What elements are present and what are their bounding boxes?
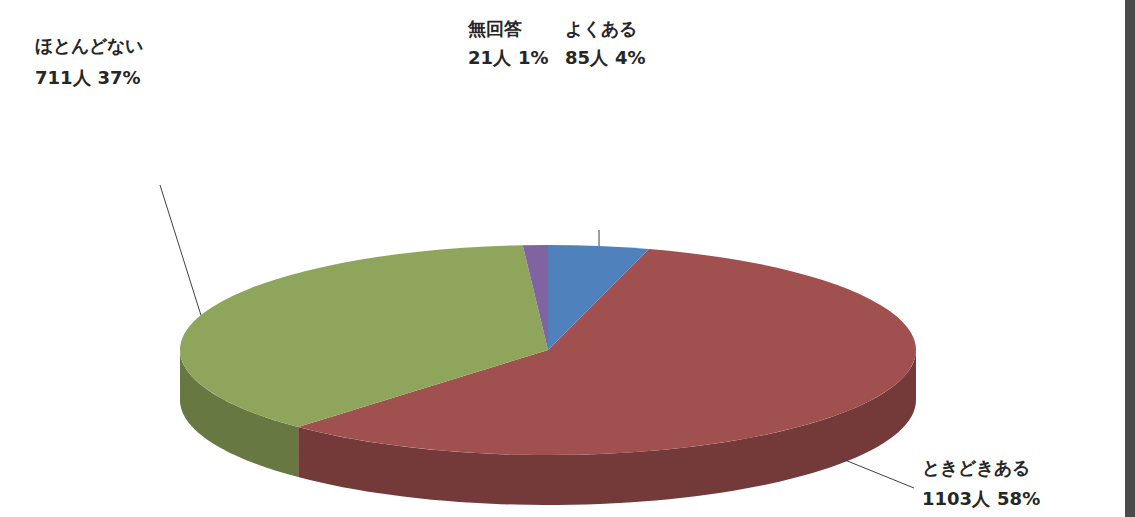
chart: よくある 85人 4% ときどきある 1103人 58% ほとんどない 711人 37% 無回答 2… [0, 0, 1135, 517]
count-label: 711人 [35, 67, 92, 88]
percent-label: 1% [518, 47, 549, 68]
percent-label: 37% [98, 67, 141, 88]
percent-label: 58% [997, 488, 1040, 509]
count-label: 85人 [565, 47, 609, 68]
leader-line [842, 459, 914, 488]
data-label: ときどきある 1103人 58% [922, 457, 1040, 509]
leader-line [599, 230, 600, 246]
pie-slice [180, 245, 548, 427]
pie-plot [180, 245, 916, 505]
category-label: ほとんどない [35, 35, 143, 56]
data-label: よくある 85人 4% [565, 18, 646, 68]
labels: よくある 85人 4% ときどきある 1103人 58% ほとんどない 711人 37% 無回答 2… [35, 18, 1040, 509]
data-label: ほとんどない 711人 37% [35, 35, 143, 88]
pie-top [180, 245, 916, 455]
count-label: 21人 [468, 47, 512, 68]
edge-bar [1125, 0, 1135, 517]
category-label: よくある [565, 18, 637, 39]
data-label: 無回答 21人 1% [467, 18, 549, 68]
pie-slice [523, 245, 548, 350]
category-label: 無回答 [467, 18, 522, 39]
leader-line [160, 185, 201, 315]
leaders [160, 185, 914, 488]
percent-label: 4% [615, 47, 646, 68]
category-label: ときどきある [922, 457, 1030, 478]
count-label: 1103人 [922, 488, 991, 509]
